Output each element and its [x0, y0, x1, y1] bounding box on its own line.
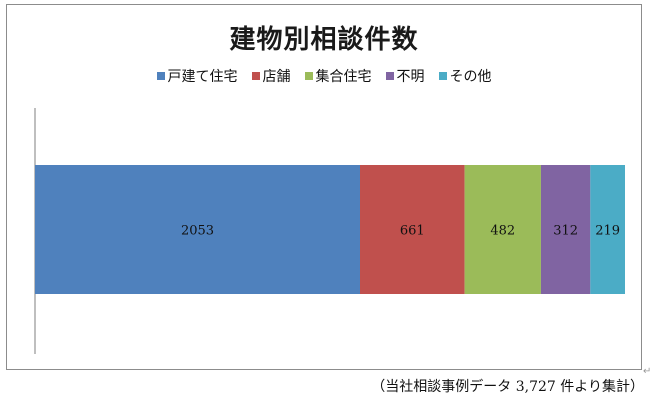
data-label: 482: [490, 224, 515, 239]
legend-item: 戸建て住宅: [156, 66, 238, 86]
data-label: 312: [553, 224, 578, 239]
paragraph-mark: ↵: [643, 366, 650, 377]
bar-segment: [590, 165, 625, 294]
legend-swatch: [251, 72, 260, 80]
legend-label: 店舗: [262, 69, 291, 85]
legend-label: 不明: [396, 69, 425, 85]
data-label: 661: [400, 224, 425, 239]
legend-label: その他: [449, 69, 492, 85]
chart-title: 建物別相談件数: [229, 25, 419, 55]
legend-swatch: [156, 72, 165, 80]
legend-swatch: [385, 72, 394, 80]
legend-item: その他: [438, 66, 492, 86]
chart-caption: （当社相談事例データ 3,727 件より集計）: [371, 379, 644, 395]
bar-segment: [360, 165, 465, 294]
legend-label: 集合住宅: [315, 69, 372, 85]
data-label: 2053: [181, 224, 214, 239]
legend-item: 集合住宅: [304, 66, 372, 86]
legend-label: 戸建て住宅: [167, 69, 238, 85]
legend-item: 不明: [385, 66, 425, 86]
bar-segment: [540, 165, 591, 294]
chart-legend: 戸建て住宅 店舗 集合住宅 不明 その他: [7, 66, 641, 86]
bar-segment: [35, 165, 360, 294]
legend-swatch: [304, 72, 313, 80]
bar-segment: [464, 165, 541, 294]
data-label: 219: [595, 224, 620, 239]
legend-swatch: [438, 72, 447, 80]
legend-item: 店舗: [251, 66, 291, 86]
